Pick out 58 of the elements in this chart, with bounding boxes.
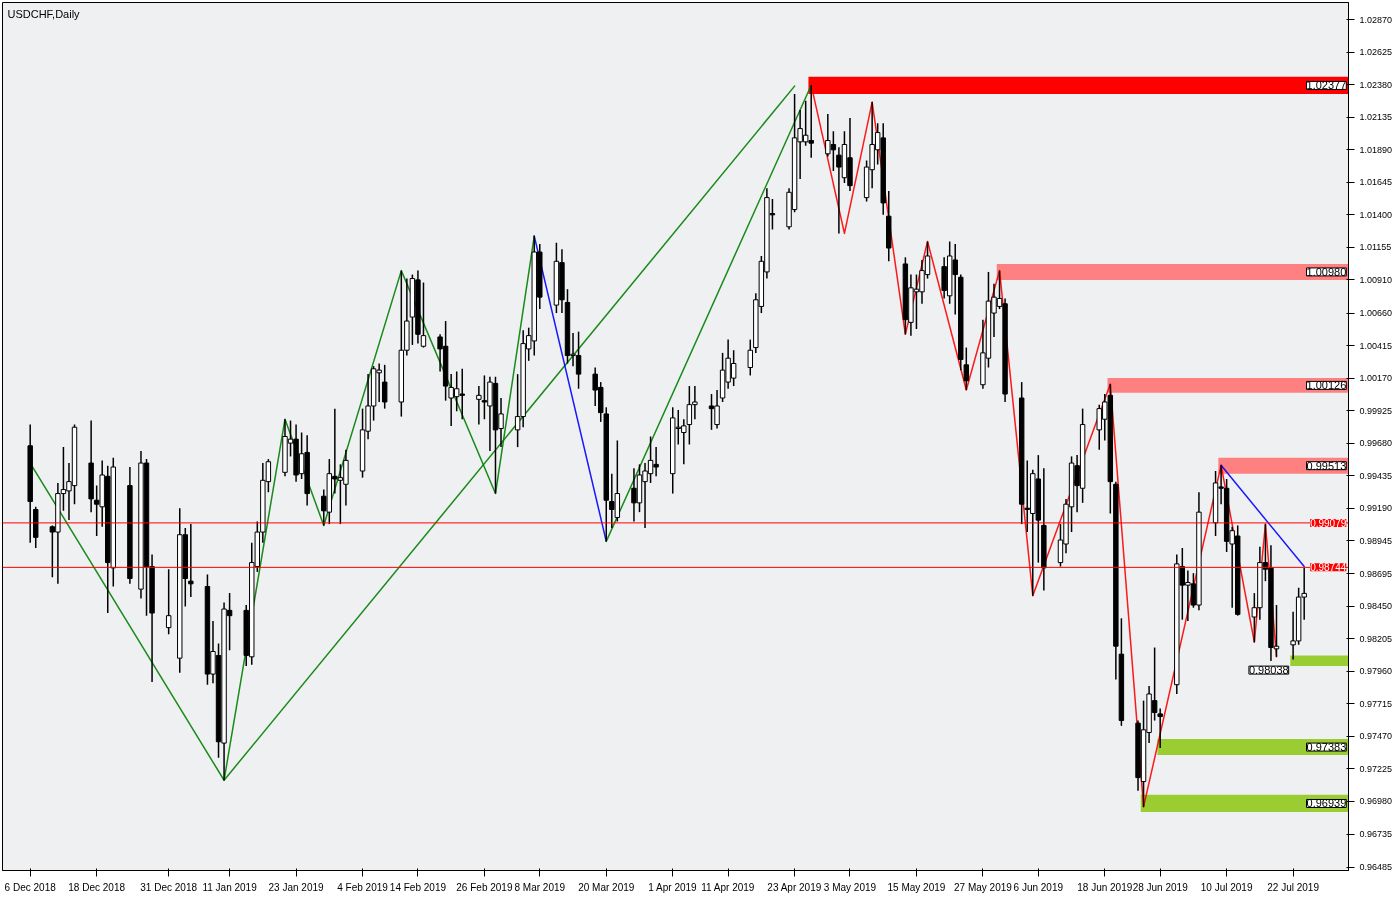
y-tick-label: 0.97960 <box>1359 666 1393 677</box>
band-label: 1.00980 <box>1306 265 1347 278</box>
y-tick-label: 1.00415 <box>1359 340 1393 351</box>
x-tick-label: 31 Dec 2018 <box>140 881 198 893</box>
x-tick-label: 3 May 2019 <box>823 881 877 893</box>
x-tick-label: 1 Apr 2019 <box>648 881 698 893</box>
ref-line-label: 0.99079 <box>1310 517 1347 529</box>
y-tick-label: 0.98695 <box>1359 568 1393 579</box>
y-tick-label: 0.99925 <box>1359 405 1393 416</box>
y-tick-label: 0.98205 <box>1359 633 1393 644</box>
band-label: 0.99513 <box>1306 459 1347 472</box>
y-tick-label: 0.99190 <box>1359 503 1393 514</box>
band-label: 1.02377 <box>1306 79 1347 92</box>
y-tick-label: 0.99680 <box>1359 438 1393 449</box>
x-tick-label: 15 May 2019 <box>887 881 946 893</box>
y-tick-label: 1.01645 <box>1359 177 1393 188</box>
y-tick-label: 0.96980 <box>1359 796 1393 807</box>
y-tick-label: 1.02625 <box>1359 47 1393 58</box>
y-tick-label: 1.00910 <box>1359 274 1393 285</box>
x-tick-label: 26 Feb 2019 <box>456 881 513 893</box>
x-tick-label: 8 Mar 2019 <box>514 881 566 893</box>
y-tick-label: 0.99435 <box>1359 470 1393 481</box>
x-tick-label: 10 Jul 2019 <box>1200 881 1253 893</box>
y-tick-label: 0.98945 <box>1359 535 1393 546</box>
band-label: 1.00126 <box>1306 379 1347 392</box>
y-tick-label: 0.97715 <box>1359 698 1393 709</box>
band-label: 0.96939 <box>1306 797 1347 810</box>
y-tick-label: 1.02870 <box>1359 14 1393 25</box>
ref-line-label: 0.98744 <box>1310 562 1347 574</box>
x-tick-label: 4 Feb 2019 <box>337 881 389 893</box>
y-tick-label: 1.02135 <box>1359 112 1393 123</box>
y-tick-label: 1.01155 <box>1359 242 1392 253</box>
band-label: 0.98038 <box>1248 664 1289 677</box>
y-tick-label: 0.97225 <box>1359 763 1393 774</box>
x-tick-label: 6 Dec 2018 <box>4 881 57 893</box>
x-tick-label: 22 Jul 2019 <box>1267 881 1320 893</box>
x-tick-label: 18 Dec 2018 <box>68 881 126 893</box>
x-tick-label: 14 Feb 2019 <box>389 881 447 893</box>
x-tick-label: 20 Mar 2019 <box>578 881 635 893</box>
y-tick-label: 1.00170 <box>1359 373 1393 384</box>
y-tick-label: 1.02380 <box>1359 79 1393 90</box>
x-tick-label: 6 Jun 2019 <box>1013 881 1064 893</box>
y-tick-label: 1.01890 <box>1359 144 1393 155</box>
y-tick-label: 1.01400 <box>1359 209 1393 220</box>
x-tick-label: 11 Apr 2019 <box>701 881 755 893</box>
x-tick-label: 18 Jun 2019 <box>1077 881 1133 893</box>
x-tick-label: 28 Jun 2019 <box>1132 881 1189 893</box>
y-tick-label: 0.97470 <box>1359 731 1393 742</box>
y-tick-label: 0.96485 <box>1359 862 1393 873</box>
x-tick-label: 23 Jan 2019 <box>268 881 325 893</box>
text: USDCHF,Daily <box>7 7 81 20</box>
x-tick-label: 11 Jan 2019 <box>202 881 258 893</box>
x-tick-label: 27 May 2019 <box>954 881 1013 893</box>
x-tick-label: 23 Apr 2019 <box>767 881 822 893</box>
y-tick-label: 1.00660 <box>1359 308 1393 319</box>
y-tick-label: 0.96735 <box>1359 829 1393 839</box>
y-tick-label: 0.98450 <box>1359 601 1393 612</box>
band-label: 0.97383 <box>1306 741 1347 754</box>
